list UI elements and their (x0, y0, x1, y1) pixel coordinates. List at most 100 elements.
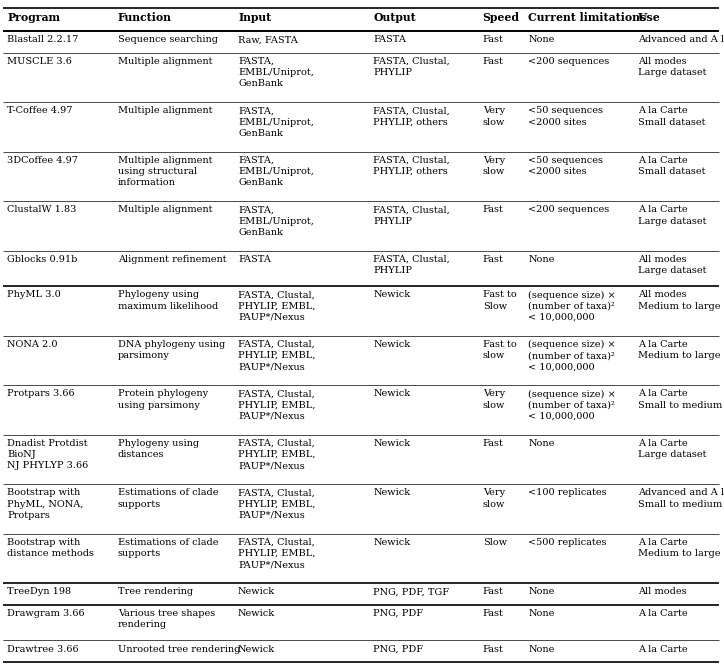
Text: <500 replicates: <500 replicates (529, 538, 607, 547)
Text: A la Carte
Medium to large datasets: A la Carte Medium to large datasets (638, 340, 724, 360)
Text: Estimations of clade
supports: Estimations of clade supports (118, 488, 219, 508)
Text: Phylogeny using
maximum likelihood: Phylogeny using maximum likelihood (118, 291, 218, 311)
Text: Use: Use (638, 12, 660, 23)
Text: <100 replicates: <100 replicates (529, 488, 607, 498)
Text: <200 sequences: <200 sequences (529, 205, 610, 215)
Text: Dnadist Protdist
BioNJ
NJ PHYLYP 3.66: Dnadist Protdist BioNJ NJ PHYLYP 3.66 (7, 439, 88, 470)
Text: Very
slow: Very slow (483, 156, 505, 176)
Text: Fast: Fast (483, 609, 504, 618)
Text: Newick: Newick (238, 644, 275, 654)
Text: Fast: Fast (483, 588, 504, 596)
Text: Program: Program (7, 12, 60, 23)
Text: FASTA,
EMBL/Uniprot,
GenBank: FASTA, EMBL/Uniprot, GenBank (238, 205, 314, 237)
Text: Drawtree 3.66: Drawtree 3.66 (7, 644, 79, 654)
Text: Newick: Newick (374, 488, 411, 498)
Text: Advanced and A la Carte: Advanced and A la Carte (638, 35, 724, 45)
Text: None: None (529, 35, 555, 45)
Text: (sequence size) ×
(number of taxa)²
< 10,000,000: (sequence size) × (number of taxa)² < 10… (529, 340, 616, 372)
Text: All modes
Large dataset: All modes Large dataset (638, 57, 706, 77)
Text: FASTA, Clustal,
PHYLIP, EMBL,
PAUP*/Nexus: FASTA, Clustal, PHYLIP, EMBL, PAUP*/Nexu… (238, 390, 316, 421)
Text: Newick: Newick (374, 291, 411, 299)
Text: All modes
Medium to large dataset: All modes Medium to large dataset (638, 291, 724, 311)
Text: Drawgram 3.66: Drawgram 3.66 (7, 609, 85, 618)
Text: Fast: Fast (483, 57, 504, 66)
Text: A la Carte: A la Carte (638, 644, 687, 654)
Text: Fast: Fast (483, 439, 504, 448)
Text: A la Carte
Large dataset: A la Carte Large dataset (638, 205, 706, 225)
Text: Multiple alignment: Multiple alignment (118, 107, 212, 115)
Text: Newick: Newick (374, 390, 411, 398)
Text: Input: Input (238, 12, 272, 23)
Text: DNA phylogeny using
parsimony: DNA phylogeny using parsimony (118, 340, 225, 360)
Text: FASTA, Clustal,
PHYLIP: FASTA, Clustal, PHYLIP (374, 205, 450, 225)
Text: Gblocks 0.91b: Gblocks 0.91b (7, 255, 77, 264)
Text: Alignment refinement: Alignment refinement (118, 255, 227, 264)
Text: Unrooted tree rendering: Unrooted tree rendering (118, 644, 240, 654)
Text: NONA 2.0: NONA 2.0 (7, 340, 58, 349)
Text: Very
slow: Very slow (483, 488, 505, 508)
Text: Bootstrap with
distance methods: Bootstrap with distance methods (7, 538, 94, 558)
Text: PNG, PDF: PNG, PDF (374, 609, 424, 618)
Text: Raw, FASTA: Raw, FASTA (238, 35, 298, 45)
Text: None: None (529, 255, 555, 264)
Text: Sequence searching: Sequence searching (118, 35, 218, 45)
Text: PhyML 3.0: PhyML 3.0 (7, 291, 61, 299)
Text: Newick: Newick (374, 439, 411, 448)
Text: Function: Function (118, 12, 172, 23)
Text: A la Carte: A la Carte (638, 609, 687, 618)
Text: Slow: Slow (483, 538, 507, 547)
Text: Very
slow: Very slow (483, 107, 505, 127)
Text: 3DCoffee 4.97: 3DCoffee 4.97 (7, 156, 78, 165)
Text: Newick: Newick (374, 340, 411, 349)
Text: MUSCLE 3.6: MUSCLE 3.6 (7, 57, 72, 66)
Text: Very
slow: Very slow (483, 390, 505, 410)
Text: Fast to
Slow: Fast to Slow (483, 291, 516, 311)
Text: FASTA,
EMBL/Uniprot,
GenBank: FASTA, EMBL/Uniprot, GenBank (238, 156, 314, 187)
Text: Multiple alignment
using structural
information: Multiple alignment using structural info… (118, 156, 212, 187)
Text: FASTA, Clustal,
PHYLIP, others: FASTA, Clustal, PHYLIP, others (374, 107, 450, 127)
Text: Newick: Newick (374, 538, 411, 547)
Text: FASTA, Clustal,
PHYLIP, EMBL,
PAUP*/Nexus: FASTA, Clustal, PHYLIP, EMBL, PAUP*/Nexu… (238, 488, 316, 520)
Text: TreeDyn 198: TreeDyn 198 (7, 588, 71, 596)
Text: Speed: Speed (483, 12, 520, 23)
Text: A la Carte
Small to medium dataset: A la Carte Small to medium dataset (638, 390, 724, 410)
Text: Protein phylogeny
using parsimony: Protein phylogeny using parsimony (118, 390, 208, 410)
Text: (sequence size) ×
(number of taxa)²
< 10,000,000: (sequence size) × (number of taxa)² < 10… (529, 291, 616, 321)
Text: Fast to
slow: Fast to slow (483, 340, 516, 360)
Text: <50 sequences
<2000 sites: <50 sequences <2000 sites (529, 107, 603, 127)
Text: FASTA: FASTA (238, 255, 271, 264)
Text: (sequence size) ×
(number of taxa)²
< 10,000,000: (sequence size) × (number of taxa)² < 10… (529, 390, 616, 421)
Text: Blastall 2.2.17: Blastall 2.2.17 (7, 35, 78, 45)
Text: A la Carte
Small dataset: A la Carte Small dataset (638, 156, 705, 176)
Text: Bootstrap with
PhyML, NONA,
Protpars: Bootstrap with PhyML, NONA, Protpars (7, 488, 83, 520)
Text: All modes
Large dataset: All modes Large dataset (638, 255, 706, 275)
Text: Newick: Newick (238, 588, 275, 596)
Text: FASTA, Clustal,
PHYLIP: FASTA, Clustal, PHYLIP (374, 57, 450, 77)
Text: A la Carte
Small dataset: A la Carte Small dataset (638, 107, 705, 127)
Text: Protpars 3.66: Protpars 3.66 (7, 390, 75, 398)
Text: Tree rendering: Tree rendering (118, 588, 193, 596)
Text: <200 sequences: <200 sequences (529, 57, 610, 66)
Text: Newick: Newick (238, 609, 275, 618)
Text: Fast: Fast (483, 644, 504, 654)
Text: FASTA, Clustal,
PHYLIP, EMBL,
PAUP*/Nexus: FASTA, Clustal, PHYLIP, EMBL, PAUP*/Nexu… (238, 340, 316, 371)
Text: None: None (529, 609, 555, 618)
Text: A la Carte
Medium to large datasets: A la Carte Medium to large datasets (638, 538, 724, 558)
Text: T-Coffee 4.97: T-Coffee 4.97 (7, 107, 72, 115)
Text: A la Carte
Large dataset: A la Carte Large dataset (638, 439, 706, 459)
Text: Multiple alignment: Multiple alignment (118, 205, 212, 215)
Text: Phylogeny using
distances: Phylogeny using distances (118, 439, 199, 459)
Text: ClustalW 1.83: ClustalW 1.83 (7, 205, 77, 215)
Text: None: None (529, 588, 555, 596)
Text: PNG, PDF: PNG, PDF (374, 644, 424, 654)
Text: FASTA, Clustal,
PHYLIP, EMBL,
PAUP*/Nexus: FASTA, Clustal, PHYLIP, EMBL, PAUP*/Nexu… (238, 439, 316, 470)
Text: PNG, PDF, TGF: PNG, PDF, TGF (374, 588, 450, 596)
Text: Estimations of clade
supports: Estimations of clade supports (118, 538, 219, 558)
Text: Multiple alignment: Multiple alignment (118, 57, 212, 66)
Text: FASTA, Clustal,
PHYLIP, EMBL,
PAUP*/Nexus: FASTA, Clustal, PHYLIP, EMBL, PAUP*/Nexu… (238, 291, 316, 321)
Text: Output: Output (374, 12, 416, 23)
Text: FASTA,
EMBL/Uniprot,
GenBank: FASTA, EMBL/Uniprot, GenBank (238, 107, 314, 137)
Text: Various tree shapes
rendering: Various tree shapes rendering (118, 609, 215, 629)
Text: Fast: Fast (483, 35, 504, 45)
Text: FASTA: FASTA (374, 35, 406, 45)
